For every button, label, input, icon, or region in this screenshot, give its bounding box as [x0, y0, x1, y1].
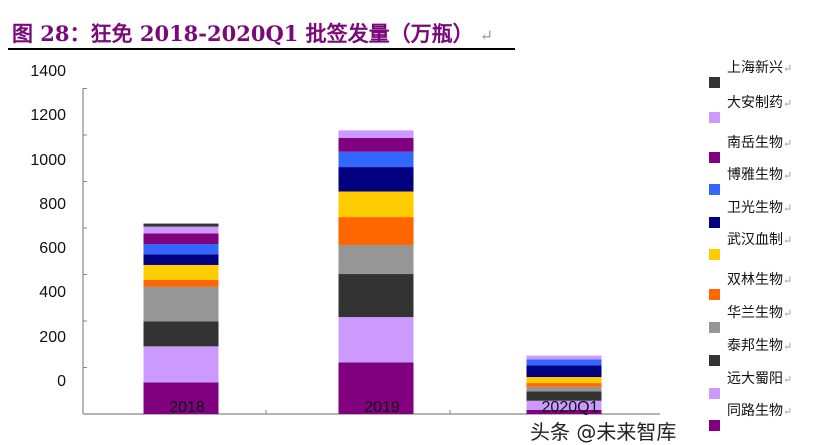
- y-tick-label: 1400: [30, 62, 66, 80]
- bar-segment: [143, 279, 219, 287]
- x-tick-label: 2018: [169, 399, 205, 416]
- title-underline: [8, 48, 515, 50]
- y-tick-label: 1200: [30, 107, 66, 125]
- bar-segment: [526, 377, 602, 384]
- bar-segment: [143, 382, 219, 414]
- bar-segment: [526, 386, 602, 392]
- legend-swatch: [709, 217, 720, 228]
- legend-label: 大安制药↵: [727, 95, 793, 111]
- legend-label: 远大蜀阳↵: [727, 371, 793, 387]
- bar-segment: [526, 355, 602, 360]
- legend-swatch: [709, 184, 720, 195]
- bar-segment: [526, 365, 602, 378]
- y-tick-label: 600: [39, 240, 66, 258]
- bar-segment: [338, 362, 414, 414]
- bar-segment: [143, 223, 219, 227]
- legend-swatch: [709, 388, 720, 399]
- bar-segment: [143, 286, 219, 322]
- legend-label: 博雅生物↵: [727, 167, 793, 183]
- bar-segment: [338, 191, 414, 218]
- legend-label: 华兰生物↵: [727, 305, 793, 321]
- bar-segment: [526, 409, 602, 414]
- watermark: 头条 @未来智库: [530, 420, 677, 444]
- legend-swatch: [709, 355, 720, 366]
- bar-segment: [526, 383, 602, 387]
- bar-segment: [143, 233, 219, 245]
- legend-swatch: [709, 152, 720, 163]
- legend-swatch: [709, 420, 720, 431]
- legend-label: 卫光生物↵: [727, 200, 793, 216]
- legend-swatch: [709, 77, 720, 88]
- bar-segment: [338, 317, 414, 363]
- bar-segment: [143, 264, 219, 280]
- figure-title: 图 28：狂免 2018-2020Q1 批签发量（万瓶） ↵: [12, 21, 494, 46]
- bar-segment: [143, 226, 219, 234]
- bar-segment: [526, 359, 602, 366]
- legend-label: 上海新兴↵: [727, 60, 793, 76]
- y-tick-label: 400: [39, 284, 66, 302]
- legend-label: 双林生物↵: [727, 272, 793, 288]
- bar-segment: [143, 244, 219, 255]
- bar-segment: [143, 321, 219, 347]
- y-tick-label: 1000: [30, 151, 66, 169]
- bar-segment: [338, 244, 414, 275]
- y-tick-label: 0: [57, 373, 66, 390]
- bar-segment: [526, 391, 602, 401]
- legend-label: 同路生物↵: [727, 403, 793, 419]
- x-tick-label: 2019: [364, 399, 400, 416]
- bar-segment: [143, 254, 219, 265]
- bar-segment: [338, 167, 414, 192]
- legend-label: 武汉血制↵: [727, 232, 793, 248]
- bar-segment: [338, 138, 414, 152]
- bar-segment: [526, 400, 602, 410]
- bar-segment: [338, 217, 414, 245]
- y-tick-label: 800: [39, 195, 66, 213]
- legend-label: 泰邦生物↵: [727, 338, 793, 354]
- legend-swatch: [709, 289, 720, 300]
- legend-swatch: [709, 249, 720, 260]
- y-tick-label: 200: [39, 328, 66, 346]
- legend-swatch: [709, 112, 720, 123]
- bar-segment: [143, 346, 219, 383]
- bar-segment: [338, 274, 414, 318]
- x-tick-label: 2020Q1: [542, 399, 599, 416]
- bar-segment: [338, 151, 414, 168]
- bar-segment: [338, 130, 414, 139]
- legend-label: 南岳生物↵: [727, 135, 793, 151]
- legend-swatch: [709, 322, 720, 333]
